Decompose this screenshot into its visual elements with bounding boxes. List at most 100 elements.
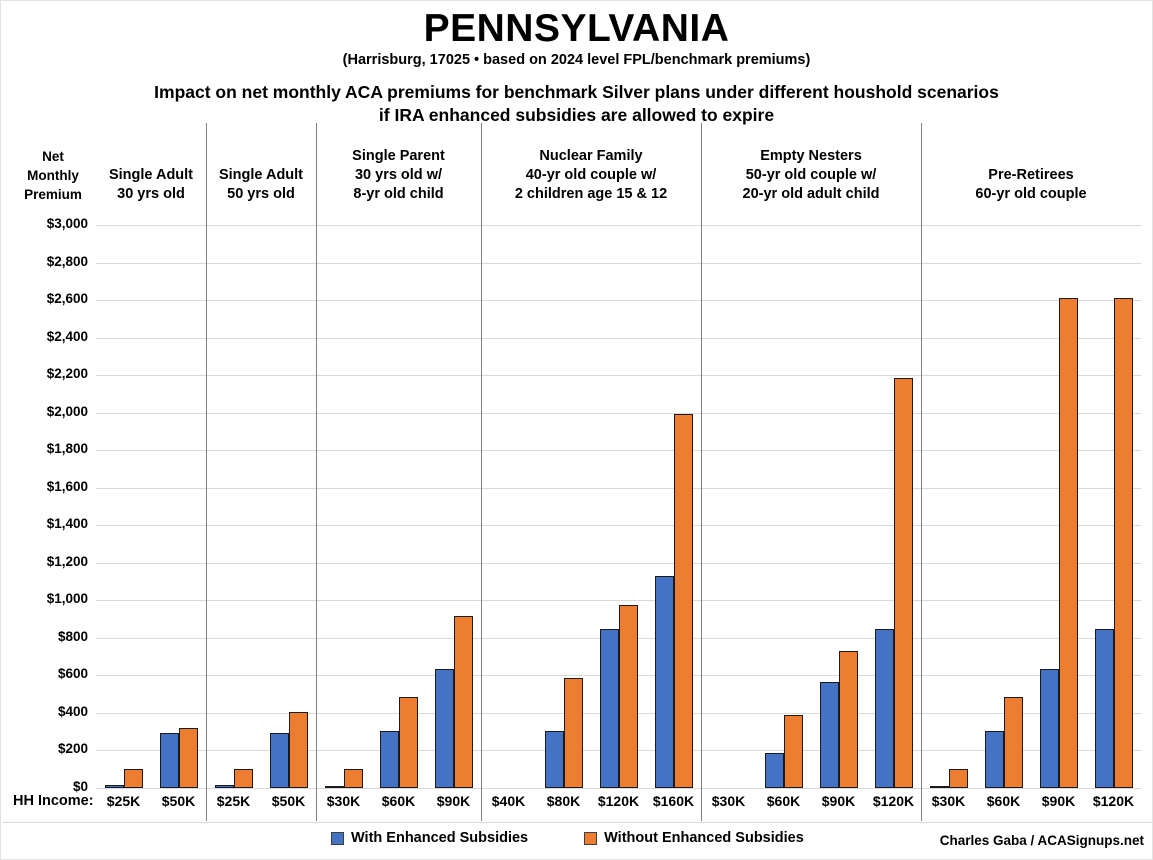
group-header: Nuclear Family 40-yr old couple w/2 child… bbox=[481, 147, 701, 204]
bar-with-enhanced-subsidies bbox=[269, 732, 289, 788]
chart-heading-line2: if IRA enhanced subsidies are allowed to… bbox=[378, 105, 775, 125]
bar-with-enhanced-subsidies bbox=[214, 785, 234, 788]
x-category-label: $25K bbox=[216, 793, 251, 809]
group-header-line: 20-yr old adult child bbox=[742, 186, 880, 202]
legend-swatch-icon bbox=[584, 831, 598, 845]
y-tick-label: $2,600 bbox=[46, 291, 88, 307]
y-axis-label-line: Premium bbox=[24, 187, 82, 202]
plot-bottom-rule bbox=[3, 822, 1152, 823]
legend-label: With Enhanced Subsidies bbox=[351, 830, 529, 846]
x-category-label: $120K bbox=[1092, 793, 1135, 809]
x-category-label: $80K bbox=[546, 793, 581, 809]
legend-item: Without Enhanced Subsidies bbox=[584, 830, 804, 846]
x-axis-label: HH Income: bbox=[13, 793, 94, 809]
x-category-label: $50K bbox=[271, 793, 306, 809]
bar-without-enhanced-subsidies bbox=[1003, 696, 1023, 788]
bar-with-enhanced-subsidies bbox=[874, 629, 894, 788]
group-header: Single Parent 30 yrs old w/8-yr old child bbox=[316, 147, 481, 204]
group-header-line: 2 children age 15 & 12 bbox=[514, 186, 668, 202]
y-axis-label: Net Monthly Premium bbox=[11, 147, 95, 204]
bar-without-enhanced-subsidies bbox=[123, 769, 143, 788]
chart-subtitle: (Harrisburg, 17025 • based on 2024 level… bbox=[342, 52, 811, 68]
bar-without-enhanced-subsidies bbox=[288, 711, 308, 788]
x-category-label: $60K bbox=[766, 793, 801, 809]
group-header-line: Single Parent bbox=[352, 148, 445, 164]
y-tick-label: $1,400 bbox=[46, 516, 88, 532]
x-category-label: $90K bbox=[1041, 793, 1076, 809]
x-category-label: $30K bbox=[931, 793, 966, 809]
bar-with-enhanced-subsidies bbox=[104, 785, 124, 788]
x-category-label: $25K bbox=[106, 793, 141, 809]
x-category-label: $60K bbox=[986, 793, 1021, 809]
credit: Charles Gaba / ACASignups.net bbox=[939, 833, 1144, 848]
bar-with-enhanced-subsidies bbox=[544, 730, 564, 788]
group-header-line: Empty Nesters bbox=[760, 148, 862, 164]
bar-without-enhanced-subsidies bbox=[783, 714, 803, 788]
bar-with-enhanced-subsidies bbox=[1094, 629, 1114, 788]
bar-without-enhanced-subsidies bbox=[233, 769, 253, 788]
x-category-label: $30K bbox=[326, 793, 361, 809]
x-category-label: $90K bbox=[436, 793, 471, 809]
bar-without-enhanced-subsidies bbox=[563, 678, 583, 788]
page-title: PENNSYLVANIA bbox=[423, 7, 730, 50]
bar-without-enhanced-subsidies bbox=[343, 769, 363, 788]
group-header: Empty Nesters 50-yr old couple w/20-yr ol… bbox=[701, 147, 921, 204]
grid-line bbox=[96, 412, 1141, 414]
grid-line bbox=[96, 788, 1141, 789]
grid-line bbox=[96, 300, 1141, 302]
grid-line bbox=[96, 225, 1141, 226]
group-header-line: Single Adult bbox=[218, 167, 304, 183]
x-category-label: $120K bbox=[597, 793, 640, 809]
bar-with-enhanced-subsidies bbox=[819, 681, 839, 788]
y-tick-label: $1,600 bbox=[46, 478, 88, 494]
bar-with-enhanced-subsidies bbox=[1039, 668, 1059, 788]
x-category-label: $90K bbox=[821, 793, 856, 809]
group-separator bbox=[481, 123, 482, 821]
x-category-label: $160K bbox=[652, 793, 695, 809]
y-tick-label: $2,400 bbox=[46, 328, 88, 344]
bar-without-enhanced-subsidies bbox=[948, 769, 968, 788]
bar-without-enhanced-subsidies bbox=[398, 696, 418, 788]
x-category-label: $120K bbox=[872, 793, 915, 809]
x-category-label: $60K bbox=[381, 793, 416, 809]
legend-item: With Enhanced Subsidies bbox=[331, 830, 528, 846]
group-header-line: 8-yr old child bbox=[353, 186, 444, 202]
bar-with-enhanced-subsidies bbox=[379, 730, 399, 788]
group-header-line: 30 yrs old bbox=[117, 186, 185, 202]
y-tick-label: $400 bbox=[57, 703, 88, 719]
grid-line bbox=[96, 450, 1141, 452]
bar-without-enhanced-subsidies bbox=[893, 377, 913, 788]
x-category-label: $50K bbox=[161, 793, 196, 809]
group-header-line: 60-yr old couple bbox=[975, 186, 1087, 202]
legend-swatch-icon bbox=[331, 831, 344, 845]
grid-line bbox=[96, 525, 1141, 527]
y-tick-label: $2,800 bbox=[46, 253, 88, 269]
y-tick-label: $0 bbox=[72, 779, 88, 794]
bar-with-enhanced-subsidies bbox=[434, 668, 454, 788]
bar-without-enhanced-subsidies bbox=[1058, 298, 1078, 788]
bar-with-enhanced-subsidies bbox=[929, 786, 949, 788]
group-header-line: Pre-Retirees bbox=[988, 167, 1074, 183]
bar-without-enhanced-subsidies bbox=[618, 605, 638, 788]
x-category-label: $30K bbox=[711, 793, 746, 809]
y-tick-label: $800 bbox=[57, 628, 88, 644]
grid-line bbox=[96, 375, 1141, 377]
y-tick-label: $3,000 bbox=[46, 216, 88, 231]
grid-line bbox=[96, 600, 1141, 602]
x-category-label: $40K bbox=[491, 793, 526, 809]
y-tick-label: $2,000 bbox=[46, 403, 88, 419]
grid-line bbox=[96, 487, 1141, 489]
bar-without-enhanced-subsidies bbox=[673, 413, 693, 788]
group-separator bbox=[921, 123, 922, 821]
y-tick-label: $1,800 bbox=[46, 441, 88, 457]
group-header: Pre-Retirees 60-yr old couple bbox=[921, 166, 1141, 204]
bar-without-enhanced-subsidies bbox=[1113, 298, 1133, 788]
group-separator bbox=[316, 123, 317, 821]
legend: With Enhanced Subsidies Without Enhanced … bbox=[331, 830, 804, 846]
grid-line bbox=[96, 337, 1141, 339]
group-header: Single Adult 50 yrs old bbox=[206, 166, 316, 204]
y-tick-label: $1,000 bbox=[46, 591, 88, 607]
group-header-line: Nuclear Family bbox=[539, 148, 643, 164]
